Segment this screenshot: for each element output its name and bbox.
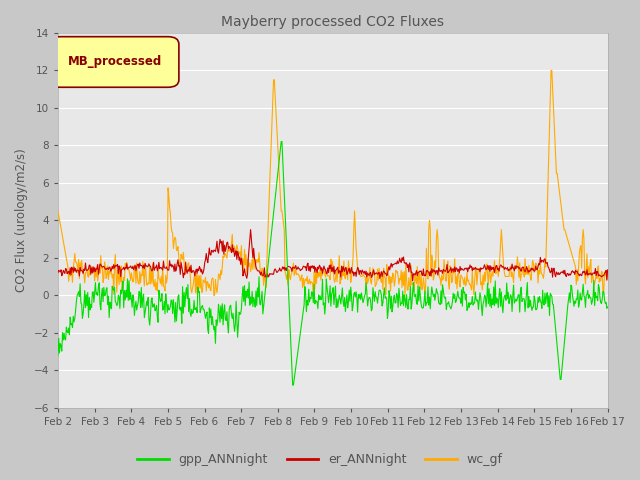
Title: Mayberry processed CO2 Fluxes: Mayberry processed CO2 Fluxes xyxy=(221,15,444,29)
Legend: gpp_ANNnight, er_ANNnight, wc_gf: gpp_ANNnight, er_ANNnight, wc_gf xyxy=(132,448,508,471)
Y-axis label: CO2 Flux (urology/m2/s): CO2 Flux (urology/m2/s) xyxy=(15,148,28,292)
FancyBboxPatch shape xyxy=(50,36,179,87)
Text: MB_processed: MB_processed xyxy=(67,55,162,68)
